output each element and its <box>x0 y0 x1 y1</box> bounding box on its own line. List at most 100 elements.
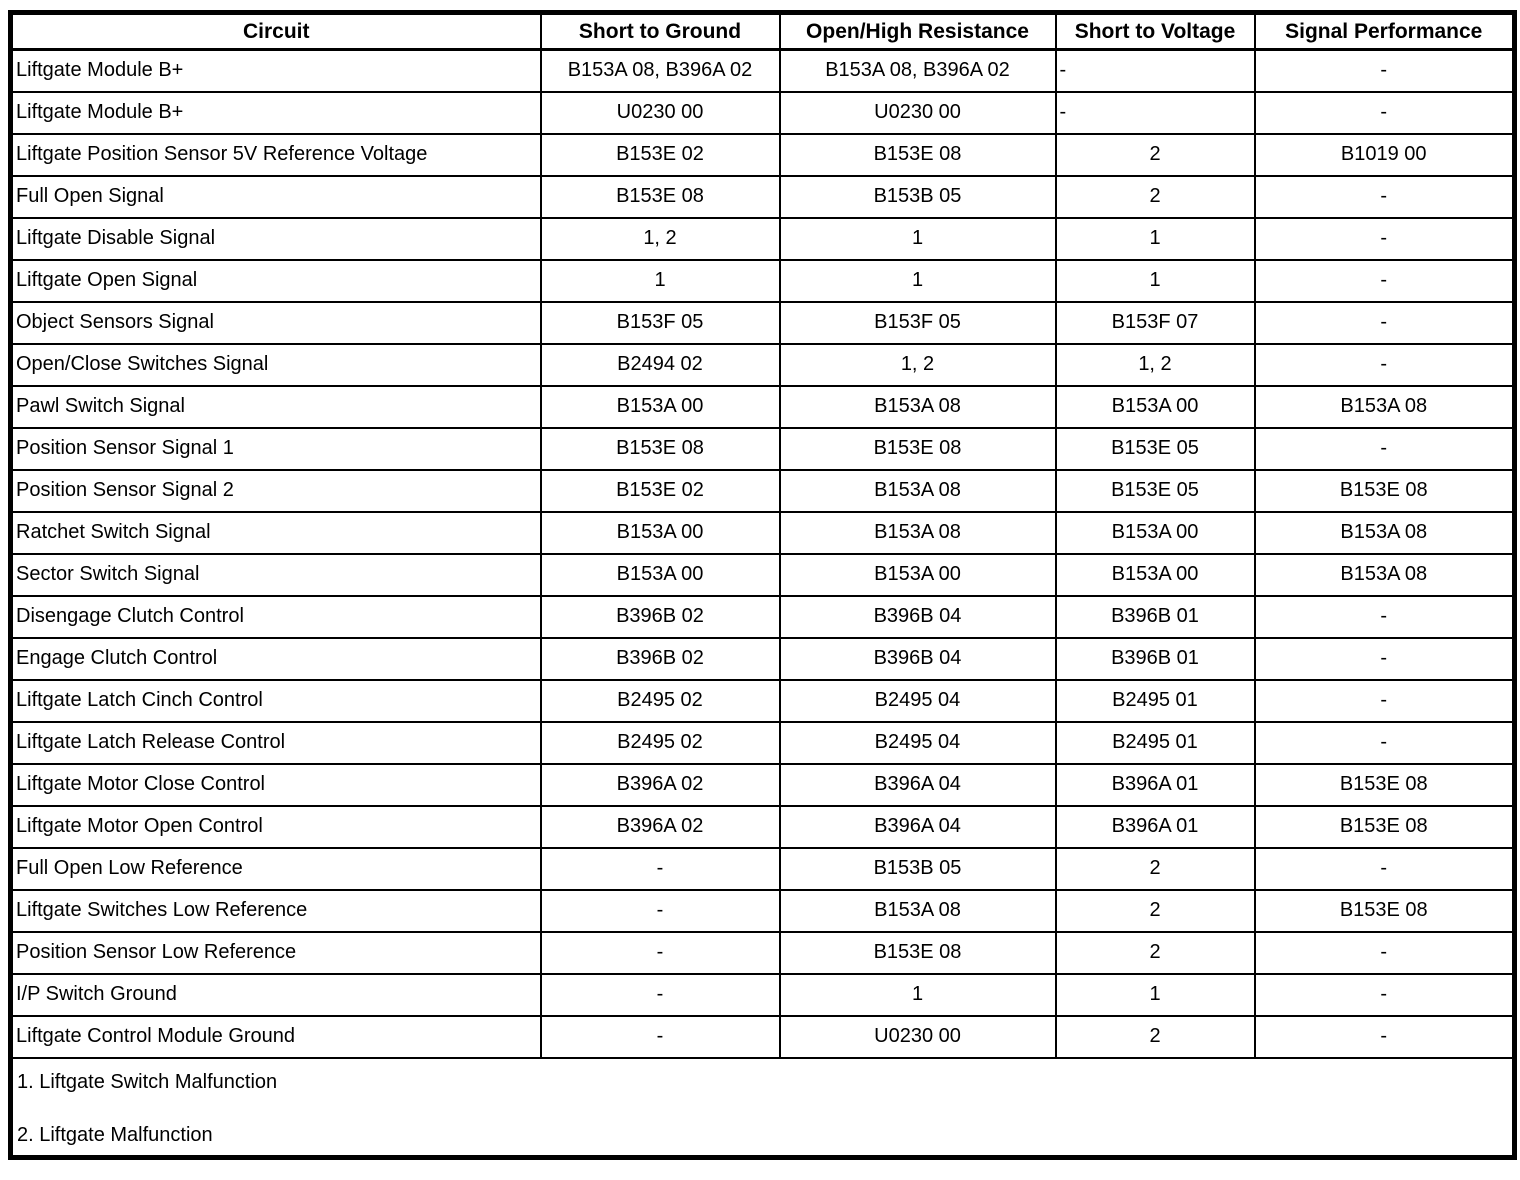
table-row: Liftgate Open Signal 1 1 1- <box>9 258 1516 303</box>
footnote-1: 1. Liftgate Switch Malfunction <box>17 1070 278 1093</box>
open_high_resistance-cell: U0230 00 <box>778 1014 1057 1059</box>
circuit-cell: Full Open Low Reference <box>9 846 542 891</box>
table-row: Disengage Clutch Control B396B 02 B396B 04… <box>9 594 1516 639</box>
table-row: Full Open Signal B153E 08 B153B 05 2- <box>9 174 1516 219</box>
short_to_ground-cell: - <box>539 930 781 975</box>
short_to_ground-cell: B153E 02 <box>539 132 781 177</box>
open_high_resistance-cell: 1 <box>778 972 1057 1017</box>
short_to_voltage-cell: 1 <box>1054 258 1256 303</box>
signal_performance-cell: B153E 08 <box>1253 888 1516 933</box>
short_to_voltage-cell: 2 <box>1054 846 1256 891</box>
short_to_voltage-cell: B153E 05 <box>1054 426 1256 471</box>
short_to_ground-cell: B2495 02 <box>539 720 781 765</box>
circuit-diagnostic-table: Circuit Short to Ground Open/High Resist… <box>8 10 1517 1160</box>
circuit-cell: Ratchet Switch Signal <box>9 510 542 555</box>
short_to_voltage-cell: 2 <box>1054 174 1256 219</box>
circuit-cell: Full Open Signal <box>9 174 542 219</box>
short_to_voltage-cell: B396B 01 <box>1054 636 1256 681</box>
signal_performance-cell: B153A 08 <box>1253 510 1516 555</box>
short_to_ground-cell: B153E 02 <box>539 468 781 513</box>
circuit-cell: Disengage Clutch Control <box>9 594 542 639</box>
short_to_ground-cell: B153A 00 <box>539 552 781 597</box>
circuit-cell: Sector Switch Signal <box>9 552 542 597</box>
short_to_ground-cell: B153E 08 <box>539 174 781 219</box>
open_high_resistance-cell: B153B 05 <box>778 174 1057 219</box>
short_to_voltage-cell: B2495 01 <box>1054 720 1256 765</box>
signal_performance-cell: - <box>1253 216 1516 261</box>
table-row: Ratchet Switch Signal B153A 00 B153A 08 B15… <box>9 510 1516 555</box>
open_high_resistance-cell: B153A 00 <box>778 552 1057 597</box>
open_high_resistance-cell: U0230 00 <box>778 90 1057 135</box>
short_to_voltage-cell: B153A 00 <box>1054 510 1256 555</box>
signal_performance-cell: B153A 08 <box>1253 552 1516 597</box>
signal_performance-cell: - <box>1253 426 1516 471</box>
table-row: Full Open Low Reference - B153B 05 2- <box>9 846 1516 891</box>
table-row: Liftgate Latch Release Control B2495 02 B2… <box>9 720 1516 765</box>
short_to_ground-cell: B153A 00 <box>539 510 781 555</box>
open_high_resistance-cell: B396B 04 <box>778 594 1057 639</box>
short_to_voltage-cell: - <box>1054 48 1256 93</box>
circuit-cell: Liftgate Switches Low Reference <box>9 888 542 933</box>
short_to_voltage-cell: 2 <box>1054 132 1256 177</box>
short_to_ground-cell: 1, 2 <box>539 216 781 261</box>
signal_performance-cell: - <box>1253 930 1516 975</box>
column-header-circuit: Circuit <box>9 11 542 51</box>
signal_performance-cell: - <box>1253 1014 1516 1059</box>
table-row: Object Sensors Signal B153F 05 B153F 05 B15… <box>9 300 1516 345</box>
short_to_ground-cell: B153F 05 <box>539 300 781 345</box>
circuit-cell: Liftgate Module B+ <box>9 48 542 93</box>
signal_performance-cell: - <box>1253 48 1516 93</box>
short_to_voltage-cell: 1 <box>1054 216 1256 261</box>
signal_performance-cell: - <box>1253 174 1516 219</box>
table-row: Liftgate Position Sensor 5V Reference Vo… <box>9 132 1516 177</box>
signal_performance-cell: B153E 08 <box>1253 468 1516 513</box>
open_high_resistance-cell: 1 <box>778 258 1057 303</box>
table-row: Position Sensor Low Reference - B153E 08 2- <box>9 930 1516 975</box>
circuit-cell: Engage Clutch Control <box>9 636 542 681</box>
short_to_voltage-cell: B396A 01 <box>1054 804 1256 849</box>
table-row: Liftgate Motor Open Control B396A 02 B396A… <box>9 804 1516 849</box>
short_to_voltage-cell: B2495 01 <box>1054 678 1256 723</box>
signal_performance-cell: - <box>1253 90 1516 135</box>
circuit-cell: Position Sensor Signal 2 <box>9 468 542 513</box>
column-header-open-high-resistance: Open/High Resistance <box>778 11 1057 51</box>
table-row: Pawl Switch Signal B153A 00 B153A 08 B153A … <box>9 384 1516 429</box>
circuit-cell: I/P Switch Ground <box>9 972 542 1017</box>
circuit-cell: Liftgate Module B+ <box>9 90 542 135</box>
open_high_resistance-cell: B2495 04 <box>778 720 1057 765</box>
short_to_ground-cell: B153A 08, B396A 02 <box>539 48 781 93</box>
open_high_resistance-cell: B153E 08 <box>778 132 1057 177</box>
short_to_voltage-cell: B396B 01 <box>1054 594 1256 639</box>
signal_performance-cell: - <box>1253 594 1516 639</box>
short_to_ground-cell: B396B 02 <box>539 594 781 639</box>
short_to_voltage-cell: 2 <box>1054 888 1256 933</box>
short_to_voltage-cell: 2 <box>1054 930 1256 975</box>
signal_performance-cell: - <box>1253 258 1516 303</box>
signal_performance-cell: - <box>1253 972 1516 1017</box>
open_high_resistance-cell: B396B 04 <box>778 636 1057 681</box>
short_to_voltage-cell: B153E 05 <box>1054 468 1256 513</box>
table-row: Liftgate Motor Close Control B396A 02 B396… <box>9 762 1516 807</box>
table-row: Liftgate Switches Low Reference - B153A 08… <box>9 888 1516 933</box>
circuit-cell: Liftgate Open Signal <box>9 258 542 303</box>
signal_performance-cell: B153E 08 <box>1253 804 1516 849</box>
short_to_ground-cell: - <box>539 1014 781 1059</box>
short_to_ground-cell: U0230 00 <box>539 90 781 135</box>
open_high_resistance-cell: B396A 04 <box>778 762 1057 807</box>
table-row: Sector Switch Signal B153A 00 B153A 00 B153… <box>9 552 1516 597</box>
signal_performance-cell: - <box>1253 720 1516 765</box>
footnotes-row: 1. Liftgate Switch Malfunction 2. Liftga… <box>9 1056 1516 1159</box>
circuit-cell: Pawl Switch Signal <box>9 384 542 429</box>
open_high_resistance-cell: B153E 08 <box>778 930 1057 975</box>
short_to_ground-cell: - <box>539 888 781 933</box>
circuit-cell: Liftgate Motor Open Control <box>9 804 542 849</box>
signal_performance-cell: - <box>1253 846 1516 891</box>
open_high_resistance-cell: B153E 08 <box>778 426 1057 471</box>
open_high_resistance-cell: 1, 2 <box>778 342 1057 387</box>
short_to_ground-cell: B396A 02 <box>539 804 781 849</box>
short_to_voltage-cell: 1 <box>1054 972 1256 1017</box>
footnotes-cell: 1. Liftgate Switch Malfunction 2. Liftga… <box>9 1056 1516 1159</box>
footnote-2: 2. Liftgate Malfunction <box>17 1123 213 1146</box>
short_to_ground-cell: B396A 02 <box>539 762 781 807</box>
